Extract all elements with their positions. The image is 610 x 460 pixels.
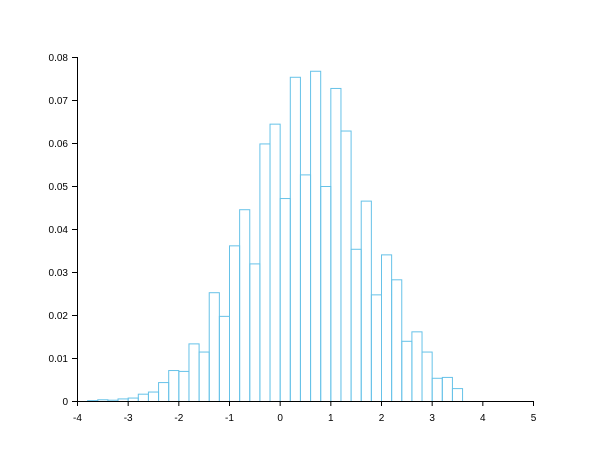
histogram-bar — [289, 76, 301, 402]
y-tick-label: 0.07 — [49, 96, 69, 107]
x-tick-label: -1 — [225, 413, 234, 424]
y-tick-label: 0.03 — [49, 268, 69, 279]
y-tick-label: 0.08 — [49, 53, 69, 64]
y-tick-label: 0.01 — [49, 354, 69, 365]
y-tick-label: 0 — [62, 397, 68, 408]
histogram-bar — [431, 377, 443, 402]
x-tick-label: 3 — [429, 413, 435, 424]
histogram-bar — [168, 370, 180, 403]
histogram-bar — [350, 248, 362, 402]
histogram-bar — [127, 397, 139, 402]
histogram-bar — [239, 209, 251, 402]
x-ticks: -4 -3 -2 -1 0 1 2 3 4 5 — [73, 401, 537, 424]
histogram-bar — [269, 123, 281, 403]
histogram-bar — [310, 70, 322, 402]
histogram-bar — [279, 198, 291, 402]
histogram-bar — [370, 294, 382, 402]
histogram-bar — [451, 388, 464, 403]
x-tick-label: 0 — [277, 413, 283, 424]
x-tick-label: 1 — [328, 413, 334, 424]
histogram-bar — [249, 263, 261, 402]
chart-axes — [77, 57, 533, 402]
histogram-bar — [441, 376, 453, 403]
x-tick-label: 4 — [480, 413, 486, 424]
histogram-bar — [340, 130, 352, 402]
histogram-bar — [421, 351, 433, 402]
histogram-bar — [411, 331, 423, 402]
x-tick-label: 5 — [531, 413, 537, 424]
x-tick-label: -2 — [174, 413, 183, 424]
histogram-bar — [391, 279, 403, 402]
histogram-bar — [320, 186, 332, 402]
histogram-bar — [381, 254, 393, 402]
histogram-bars — [87, 70, 464, 403]
histogram-bar — [259, 143, 271, 402]
histogram-bar — [218, 315, 230, 402]
y-tick-label: 0.02 — [49, 311, 69, 322]
histogram-bar — [188, 343, 200, 403]
y-tick-label: 0.06 — [49, 139, 69, 150]
histogram-bar — [330, 87, 342, 403]
x-tick-label: -4 — [73, 413, 82, 424]
histogram-bar — [401, 340, 413, 402]
histogram-bar — [208, 292, 220, 402]
y-tick-label: 0.04 — [49, 225, 69, 236]
histogram-bar — [299, 174, 312, 402]
histogram-bar — [147, 391, 160, 403]
histogram-bar — [178, 370, 190, 402]
histogram-bar — [137, 393, 149, 403]
y-ticks: 0 0.01 0.02 0.03 0.04 0.05 0.06 0.07 0.08 — [49, 53, 77, 408]
histogram-bar — [158, 382, 170, 402]
histogram-bar — [229, 245, 241, 402]
histogram-bar — [198, 351, 210, 402]
histogram-bar — [360, 200, 372, 402]
x-tick-label: -3 — [124, 413, 133, 424]
x-tick-label: 2 — [379, 413, 385, 424]
y-tick-label: 0.05 — [49, 182, 69, 193]
